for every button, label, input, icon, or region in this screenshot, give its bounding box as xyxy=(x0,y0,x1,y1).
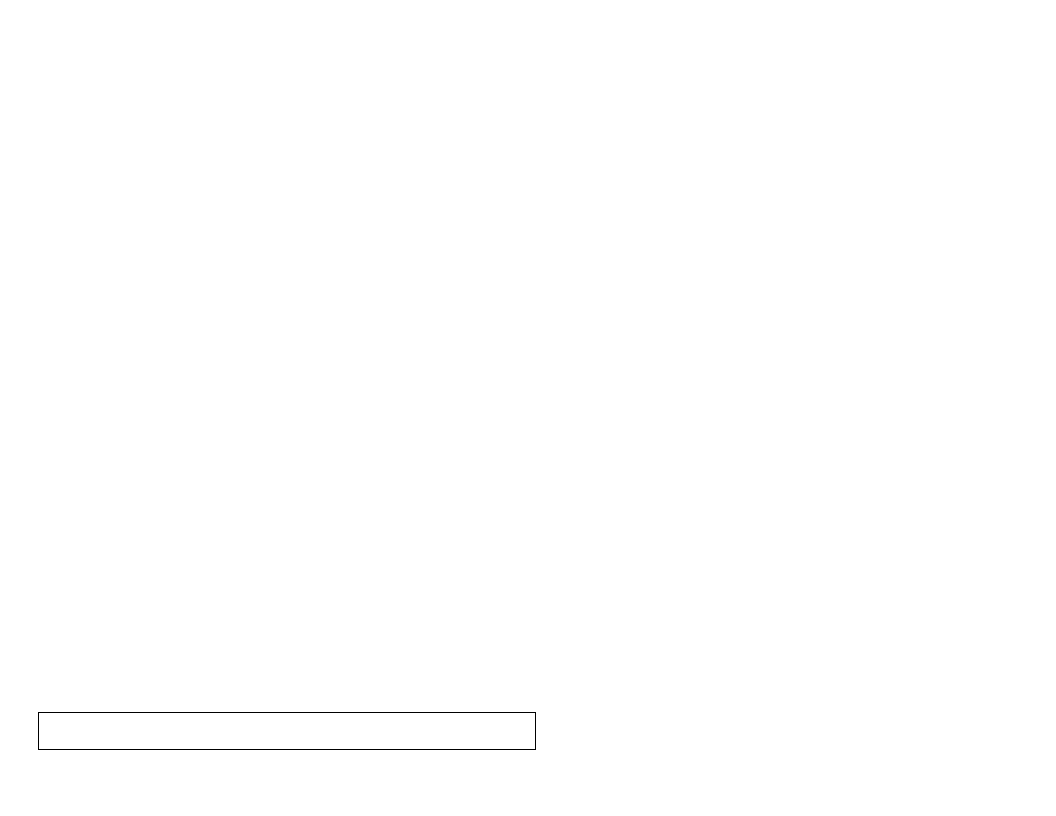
colorbar-ticks xyxy=(38,712,536,792)
wind-speed-heatmap xyxy=(38,35,1022,680)
colorbar xyxy=(38,712,536,792)
colorbar-gradient xyxy=(38,712,536,750)
